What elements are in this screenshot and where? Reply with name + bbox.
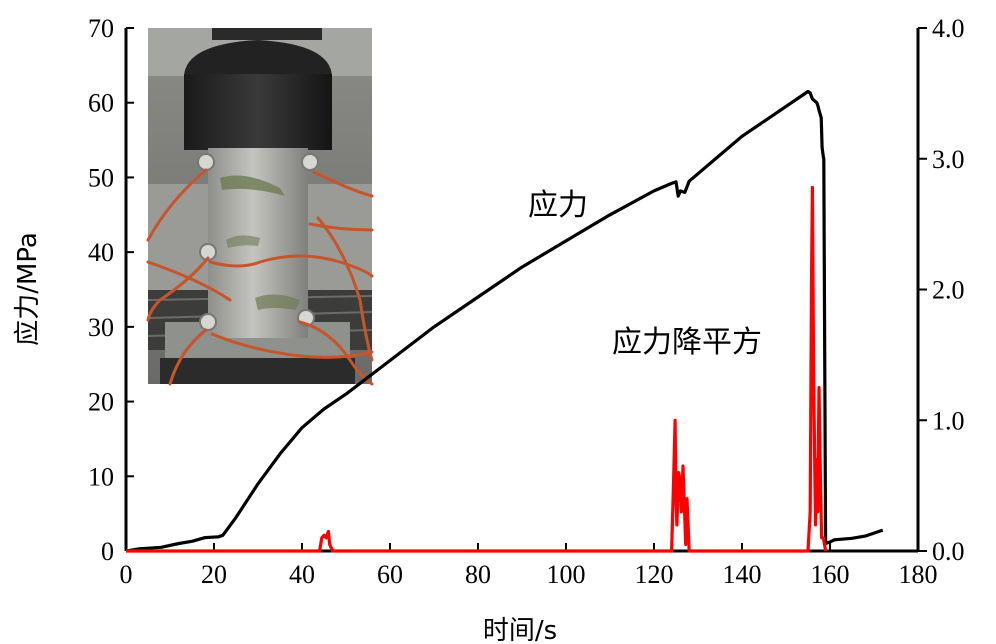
x-tick-label: 20 bbox=[201, 560, 227, 589]
annotation-stress: 应力 bbox=[528, 188, 588, 223]
y-left-tick-label: 60 bbox=[88, 89, 114, 118]
x-tick-label: 0 bbox=[120, 560, 133, 589]
y-left-tick-label: 70 bbox=[88, 14, 114, 43]
stress-series-line bbox=[125, 89, 884, 553]
y-left-tick-label: 20 bbox=[88, 388, 114, 417]
y-left-tick-label: 40 bbox=[88, 238, 114, 267]
x-tick-label: 40 bbox=[289, 560, 315, 589]
specimen-photo bbox=[146, 28, 374, 386]
y-right-tick-label: 0.0 bbox=[932, 537, 965, 566]
annotation-stress-drop-squared: 应力降平方 bbox=[612, 325, 762, 360]
x-tick-label: 160 bbox=[811, 560, 850, 589]
y-right-tick-label: 1.0 bbox=[932, 406, 965, 435]
x-tick-label: 120 bbox=[635, 560, 674, 589]
x-tick-label: 80 bbox=[465, 560, 491, 589]
y-left-tick-label: 10 bbox=[88, 462, 114, 491]
y-axis-title: 应力/MPa bbox=[13, 232, 43, 346]
x-tick-label: 180 bbox=[899, 560, 938, 589]
y-left-tick-label: 30 bbox=[88, 313, 114, 342]
series-layer bbox=[125, 89, 884, 553]
y-left-tick-label: 50 bbox=[88, 163, 114, 192]
x-tick-label: 100 bbox=[547, 560, 586, 589]
stress-drop-squared-series-line bbox=[126, 185, 828, 553]
y-right-tick-label: 2.0 bbox=[932, 276, 965, 305]
y-left-tick-label: 0 bbox=[101, 537, 114, 566]
y-right-tick-label: 4.0 bbox=[932, 14, 965, 43]
y-right-tick-label: 3.0 bbox=[932, 145, 965, 174]
x-axis-title: 时间/s bbox=[483, 616, 557, 644]
x-tick-label: 60 bbox=[377, 560, 403, 589]
x-tick-label: 140 bbox=[723, 560, 762, 589]
